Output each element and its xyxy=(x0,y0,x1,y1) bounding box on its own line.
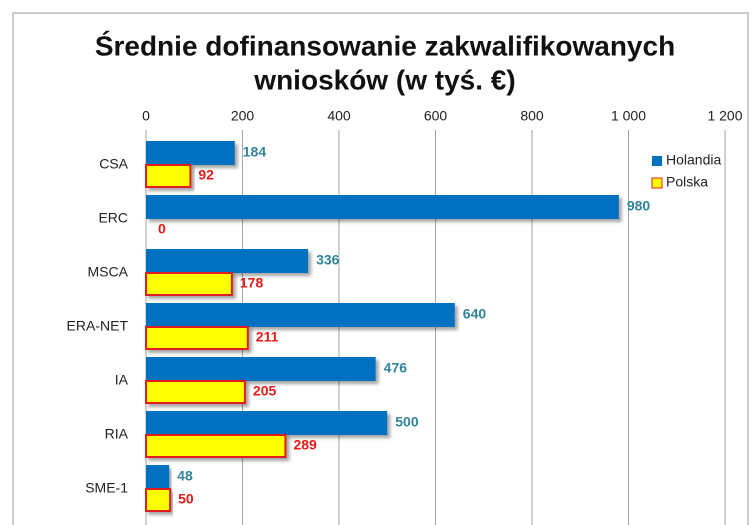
y-tick-label: RIA xyxy=(105,426,129,442)
chart-title: Średnie dofinansowanie zakwalifikowanych xyxy=(95,30,675,61)
x-tick-label: 600 xyxy=(424,108,448,124)
legend-label: Polska xyxy=(666,174,708,190)
bar xyxy=(145,434,287,458)
x-tick-label: 1 000 xyxy=(611,108,646,124)
value-label: 92 xyxy=(198,167,214,183)
value-label: 184 xyxy=(243,144,267,160)
value-label: 48 xyxy=(177,468,193,484)
value-label: 50 xyxy=(178,491,194,507)
bar xyxy=(146,195,619,219)
value-label: 336 xyxy=(316,252,340,268)
bar xyxy=(146,249,309,273)
value-label: 205 xyxy=(253,383,277,399)
value-label: 289 xyxy=(293,437,317,453)
bar xyxy=(145,272,233,296)
y-tick-label: MSCA xyxy=(88,264,129,280)
x-tick-label: 0 xyxy=(142,108,150,124)
bar xyxy=(145,164,192,188)
value-label: 476 xyxy=(384,360,408,376)
bar xyxy=(145,326,249,350)
bar xyxy=(146,303,455,327)
bar xyxy=(145,380,246,404)
x-tick-label: 800 xyxy=(520,108,544,124)
y-tick-label: IA xyxy=(115,372,129,388)
chart-frame xyxy=(12,12,749,525)
x-tick-label: 400 xyxy=(327,108,351,124)
legend-label: Holandia xyxy=(666,152,721,168)
bar xyxy=(146,411,388,435)
legend-swatch xyxy=(652,156,662,166)
bar xyxy=(146,465,170,489)
y-tick-label: SME-1 xyxy=(85,480,128,496)
bar xyxy=(146,141,235,165)
value-label: 211 xyxy=(256,329,279,345)
bar xyxy=(145,488,172,512)
value-label: 980 xyxy=(627,198,651,214)
value-label: 0 xyxy=(158,221,166,237)
value-label: 640 xyxy=(463,306,487,322)
chart-title: wniosków (w tyś. €) xyxy=(253,64,515,95)
legend-swatch xyxy=(651,177,663,189)
y-tick-label: ERA-NET xyxy=(67,318,129,334)
x-tick-label: 200 xyxy=(231,108,255,124)
value-label: 178 xyxy=(240,275,264,291)
bar xyxy=(146,357,376,381)
y-tick-label: CSA xyxy=(99,156,128,172)
x-tick-label: 1 200 xyxy=(707,108,742,124)
y-tick-label: ERC xyxy=(98,210,128,226)
value-label: 500 xyxy=(395,414,419,430)
